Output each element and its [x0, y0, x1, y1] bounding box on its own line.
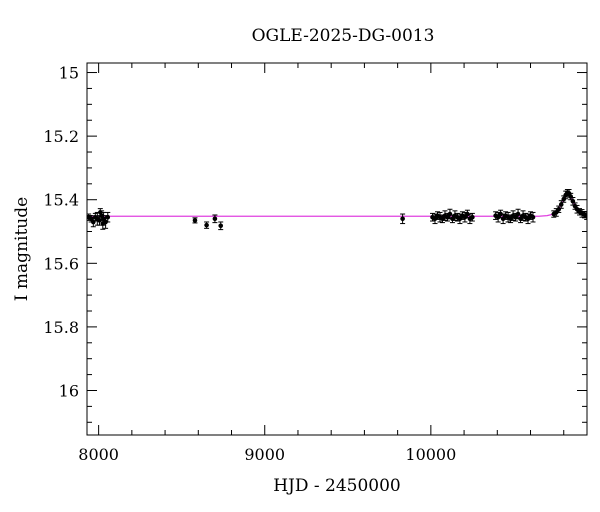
data-point: [192, 217, 198, 224]
point-marker: [204, 222, 209, 228]
point-marker: [568, 194, 574, 199]
point-marker: [495, 214, 501, 220]
data-point: [100, 217, 106, 230]
data-point: [212, 214, 218, 224]
x-tick-labels: 8000 9000 10000: [78, 445, 456, 464]
x-tick-label: 10000: [405, 445, 456, 464]
point-marker: [105, 214, 111, 220]
y-tick-label: 15.6: [43, 254, 79, 273]
data-point: [528, 211, 534, 220]
data-point: [105, 211, 111, 223]
data-point: [523, 212, 529, 222]
y-tick-label: 15.8: [43, 318, 79, 337]
point-marker: [97, 210, 103, 215]
x-tick-label: 8000: [78, 445, 119, 464]
point-marker: [462, 214, 468, 220]
data-points-layer: [87, 189, 587, 231]
point-marker: [400, 216, 405, 222]
y-tick-label: 16: [59, 381, 79, 400]
data-point: [457, 213, 463, 225]
y-tick-label: 15: [59, 64, 79, 83]
chart-title: OGLE-2025-DG-0013: [252, 26, 435, 46]
point-marker: [530, 214, 536, 220]
point-marker: [100, 221, 106, 226]
data-point: [515, 208, 521, 220]
data-point: [400, 213, 406, 225]
data-point: [218, 221, 224, 231]
data-point: [500, 213, 506, 225]
data-point: [525, 213, 531, 225]
model-line: [87, 192, 587, 217]
plot-frame: [86, 62, 588, 436]
model-curve-layer: [87, 192, 587, 217]
data-point: [432, 213, 438, 225]
point-marker: [457, 216, 463, 222]
data-point: [495, 211, 501, 223]
data-point: [204, 221, 210, 229]
axis-ticks: [87, 63, 587, 435]
y-tick-label: 15.4: [43, 191, 79, 210]
x-tick-label: 9000: [244, 445, 285, 464]
point-marker: [447, 211, 453, 217]
data-point: [469, 212, 475, 222]
point-marker: [192, 218, 198, 223]
point-marker: [432, 216, 438, 222]
y-tick-label: 15.2: [43, 127, 79, 146]
point-marker: [218, 223, 224, 229]
y-axis-label: I magnitude: [12, 197, 32, 301]
y-tick-labels: 15 15.2 15.4 15.6 15.8 16: [43, 64, 79, 401]
data-point: [530, 211, 536, 223]
point-marker: [212, 216, 218, 222]
data-point: [97, 208, 103, 217]
x-axis-label: HJD - 2450000: [273, 476, 401, 496]
data-point: [520, 210, 526, 221]
point-marker: [558, 202, 564, 207]
data-point: [442, 210, 448, 221]
point-marker: [500, 216, 506, 222]
point-marker: [556, 206, 562, 212]
point-marker: [470, 214, 475, 220]
point-marker: [515, 211, 521, 217]
data-point: [510, 210, 516, 221]
point-marker: [525, 216, 531, 222]
